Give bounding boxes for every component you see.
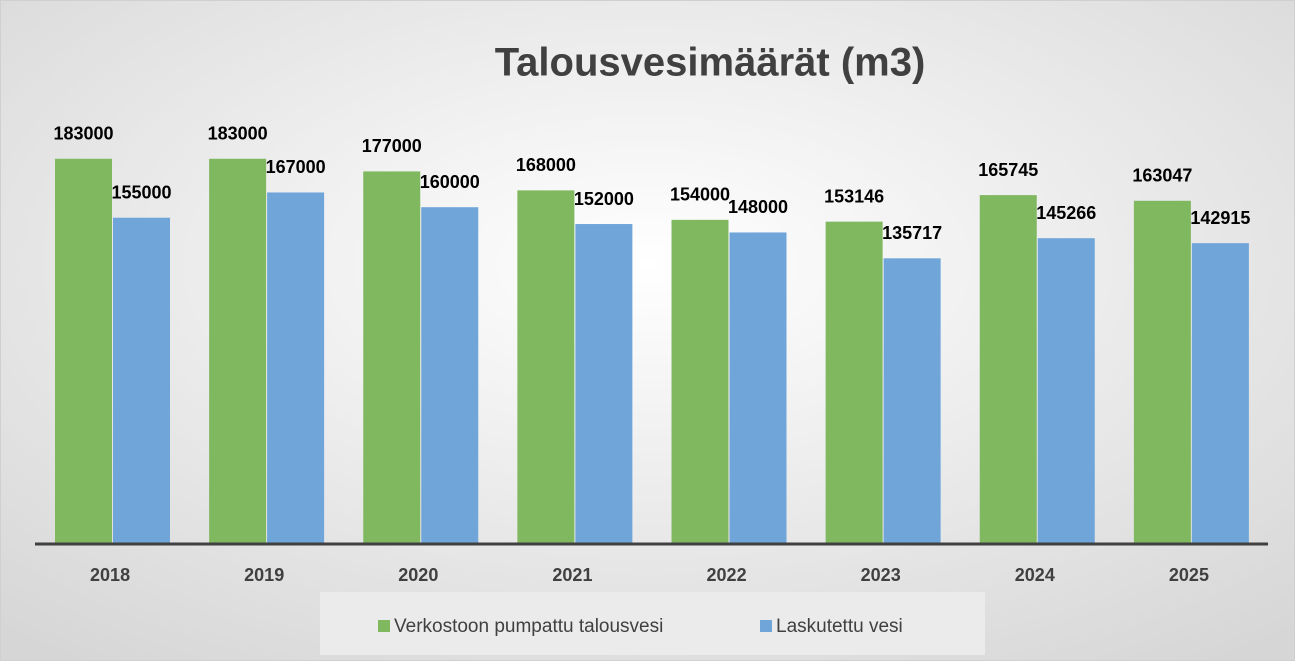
bar [113,217,170,544]
data-label: 167000 [266,157,326,177]
x-tick-label: 2024 [1015,565,1055,585]
data-label: 148000 [728,197,788,217]
data-label: 152000 [574,189,634,209]
bar [421,207,479,544]
data-label: 142915 [1190,208,1250,228]
data-label: 183000 [53,124,113,144]
x-tick-label: 2021 [552,565,592,585]
bar [209,158,267,544]
bar [979,195,1037,544]
bar [517,190,575,545]
bar [1191,243,1249,544]
legend-swatch [760,620,772,632]
data-label: 177000 [362,136,422,156]
bar [1037,238,1095,544]
bar [883,258,941,544]
data-label: 168000 [516,155,576,175]
data-label: 135717 [882,223,942,243]
bar [267,192,325,544]
data-label: 154000 [670,185,730,205]
legend-label: Laskutettu vesi [776,616,903,637]
x-tick-label: 2020 [398,565,438,585]
x-tick-label: 2019 [244,565,284,585]
bar [1133,200,1191,544]
data-label: 145266 [1036,203,1096,223]
bar [729,232,787,544]
chart-title: Talousvesimäärät (m3) [495,41,926,85]
x-tick-label: 2018 [90,565,130,585]
x-tick-label: 2023 [861,565,901,585]
bar [575,224,633,545]
data-label: 153146 [824,186,884,206]
legend-label: Verkostoon pumpattu talousvesi [394,616,663,637]
x-tick-label: 2022 [707,565,747,585]
data-label: 160000 [420,172,480,192]
bar [825,221,883,544]
data-label: 165745 [978,160,1038,180]
bar [363,171,421,545]
legend-swatch [378,620,390,632]
x-tick-label: 2025 [1169,565,1209,585]
data-label: 183000 [208,124,268,144]
bar [55,158,112,544]
bar [671,219,729,544]
legend-box [320,592,985,655]
data-label: 163047 [1132,166,1192,186]
data-label: 155000 [111,182,171,202]
